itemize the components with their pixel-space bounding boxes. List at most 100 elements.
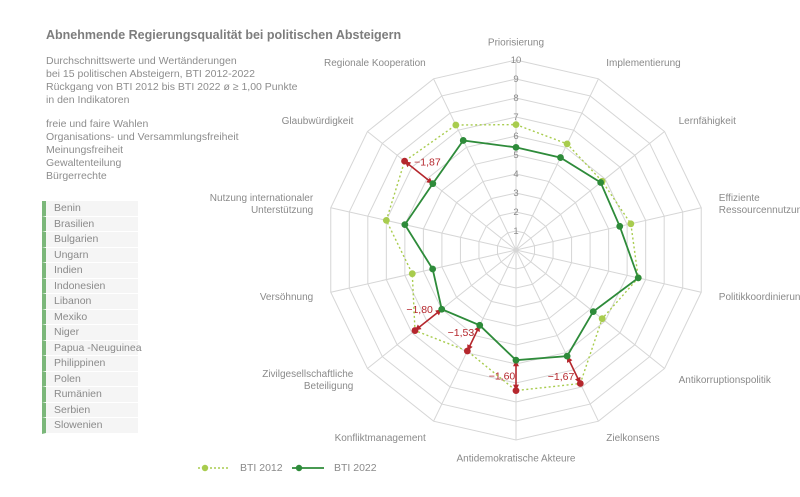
axis-label: Priorisierung bbox=[488, 38, 544, 49]
data-point-bti2012 bbox=[598, 315, 606, 323]
data-point-bti2012 bbox=[411, 327, 419, 334]
axis-spoke bbox=[330, 249, 517, 293]
indicator-item: freie und faire Wahlen bbox=[46, 118, 149, 130]
indicator-item: Organisations- und Versammlungsfreiheit bbox=[46, 131, 239, 143]
data-point-bti2012 bbox=[382, 217, 390, 224]
indicator-item: Bürgerrechte bbox=[46, 170, 107, 182]
tick-label: 4 bbox=[513, 169, 518, 180]
axis-label: Regionale Kooperation bbox=[324, 58, 426, 69]
tick-label: 9 bbox=[513, 74, 518, 85]
axis-label: Zivilgesellschaftliche bbox=[262, 369, 354, 380]
axis-spoke bbox=[330, 207, 517, 251]
chart-title: Abnehmende Regierungsqualität bei politi… bbox=[46, 28, 402, 42]
country-item: Serbien bbox=[42, 402, 138, 418]
country-item: Ungarn bbox=[42, 247, 138, 263]
data-point-bti2012 bbox=[401, 157, 408, 165]
tick-label: 10 bbox=[511, 55, 522, 66]
legend-swatch-bti2022 bbox=[292, 464, 324, 472]
description-line: bei 15 politischen Absteigern, BTI 2012-… bbox=[46, 68, 255, 80]
axis-label: Ressourcennutzung bbox=[719, 205, 800, 216]
decline-label: −1,87 bbox=[414, 156, 441, 168]
indicator-list: freie und faire Wahlen Organisations- un… bbox=[46, 118, 239, 183]
data-point-bti2022 bbox=[616, 222, 624, 230]
axis-label: Nutzung internationaler bbox=[210, 193, 314, 204]
axis-spoke bbox=[515, 249, 599, 422]
data-point-bti2022 bbox=[459, 137, 467, 144]
data-point-bti2022 bbox=[476, 321, 484, 329]
decline-label: −1,60 bbox=[489, 370, 516, 382]
data-point-bti2022 bbox=[438, 305, 446, 313]
country-list: Benin Brasilien Bulgarien Ungarn Indien … bbox=[42, 201, 142, 434]
tick-label: 1 bbox=[513, 226, 518, 237]
data-point-bti2022 bbox=[634, 274, 642, 282]
axis-label: Zielkonsens bbox=[606, 433, 659, 444]
data-point-bti2012 bbox=[563, 140, 571, 148]
data-point-bti2022 bbox=[512, 144, 520, 151]
data-point-bti2012 bbox=[576, 380, 584, 387]
axis-spoke bbox=[433, 78, 517, 251]
series-line-bti2012 bbox=[385, 123, 639, 392]
country-item: Rumänien bbox=[42, 387, 138, 403]
data-point-bti2012 bbox=[408, 270, 416, 278]
decline-label: −1,80 bbox=[406, 304, 433, 316]
data-point-bti2022 bbox=[512, 356, 520, 364]
axis-label: Versöhnung bbox=[260, 292, 313, 303]
axis-spoke bbox=[515, 131, 665, 251]
country-item: Brasilien bbox=[42, 216, 138, 232]
legend-item-bti2022: BTI 2022 bbox=[290, 462, 377, 474]
axis-spoke bbox=[515, 249, 665, 369]
data-point-bti2022 bbox=[589, 308, 597, 316]
tick-label: 6 bbox=[513, 131, 518, 142]
country-item: Niger bbox=[42, 325, 138, 341]
country-item: Libanon bbox=[42, 294, 138, 310]
indicator-item: Meinungsfreiheit bbox=[46, 144, 124, 156]
axis-label: Antidemokratische Akteure bbox=[457, 454, 576, 465]
tick-label: 7 bbox=[513, 112, 518, 123]
description-line: Rückgang von BTI 2012 bis BTI 2022 ø ≥ 1… bbox=[46, 81, 298, 93]
data-point-bti2022 bbox=[563, 352, 571, 360]
country-item: Philippinen bbox=[42, 356, 138, 372]
country-item: Indien bbox=[42, 263, 138, 279]
series-line-bti2022 bbox=[403, 139, 640, 362]
tick-label: 2 bbox=[513, 207, 518, 218]
axis-spoke bbox=[367, 131, 517, 251]
country-item: Slowenien bbox=[42, 418, 138, 434]
description-line: in den Indikatoren bbox=[46, 94, 130, 106]
data-point-bti2022 bbox=[557, 154, 564, 161]
data-point-bti2022 bbox=[429, 180, 437, 188]
axis-label: Unterstützung bbox=[251, 205, 313, 216]
axis-label: Implementierung bbox=[606, 58, 680, 69]
axis-spoke bbox=[515, 249, 702, 293]
data-point-bti2022 bbox=[429, 265, 437, 273]
data-point-bti2012 bbox=[463, 347, 471, 355]
country-item: Mexiko bbox=[42, 309, 138, 325]
legend-item-bti2012: BTI 2012 bbox=[196, 462, 283, 474]
axis-label: Beteiligung bbox=[304, 381, 353, 392]
data-point-bti2012 bbox=[512, 387, 520, 394]
axis-spoke bbox=[515, 207, 702, 251]
country-item: Indonesien bbox=[42, 278, 138, 294]
data-point-bti2022 bbox=[401, 221, 409, 229]
axis-label: Lernfähigkeit bbox=[679, 116, 736, 127]
tick-label: 3 bbox=[513, 188, 518, 199]
country-item: Benin bbox=[42, 201, 138, 217]
axis-label: Antikorruptionspolitik bbox=[679, 375, 772, 386]
decline-label: −1,67 bbox=[548, 371, 575, 383]
axis-spoke bbox=[515, 78, 599, 251]
data-point-bti2012 bbox=[512, 121, 520, 128]
axis-label: Konfliktmanagement bbox=[335, 433, 426, 444]
legend-label-bti2022: BTI 2022 bbox=[334, 462, 377, 474]
data-point-bti2022 bbox=[597, 179, 605, 186]
tick-label: 5 bbox=[513, 150, 518, 161]
decline-arrow bbox=[404, 160, 434, 185]
indicator-item: Gewaltenteilung bbox=[46, 157, 122, 169]
country-item: Bulgarien bbox=[42, 232, 138, 248]
tick-label: 8 bbox=[513, 93, 518, 104]
country-item: Polen bbox=[42, 371, 138, 387]
data-point-bti2012 bbox=[627, 220, 635, 228]
legend-label-bti2012: BTI 2012 bbox=[240, 462, 283, 474]
decline-label: −1,53 bbox=[448, 327, 475, 339]
axis-label: Glaubwürdigkeit bbox=[282, 116, 354, 127]
country-item: Papua -Neuguinea bbox=[42, 340, 142, 356]
